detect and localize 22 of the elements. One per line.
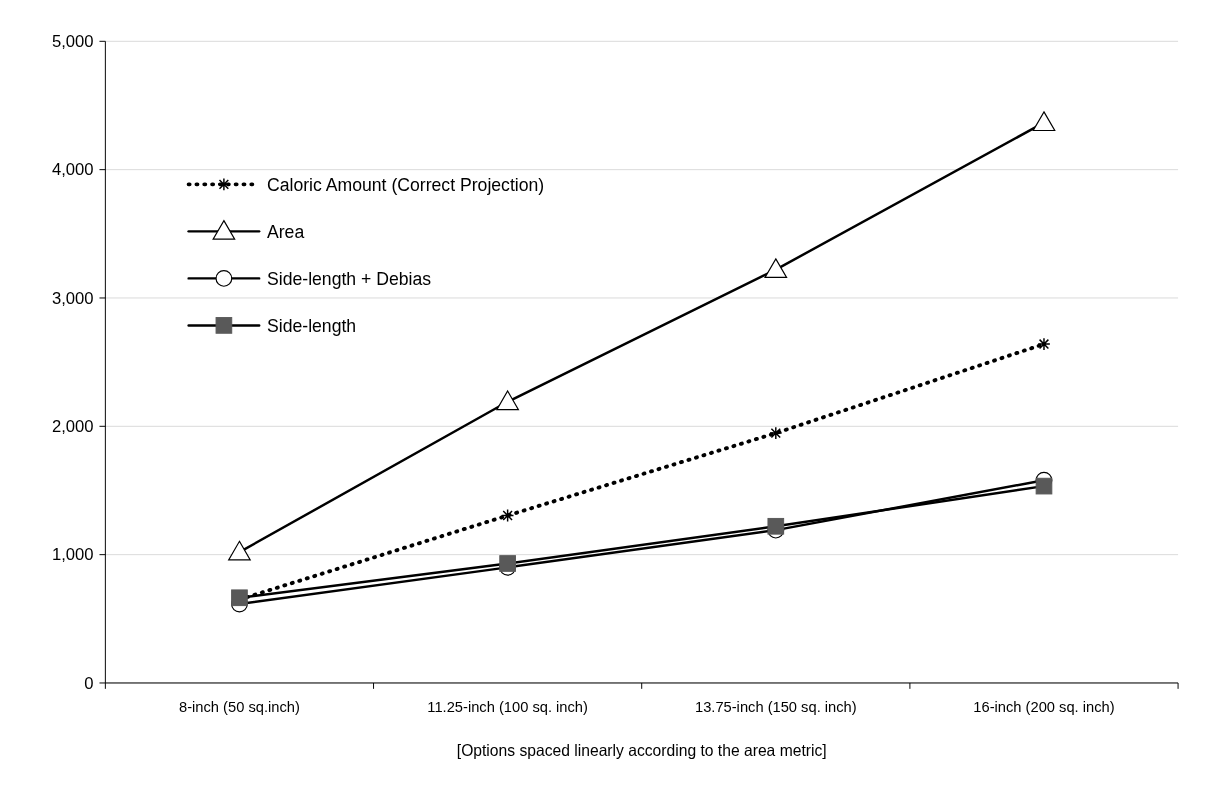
y-tick-label: 5,000	[51, 32, 94, 52]
legend-label: Caloric Amount (Correct Projection)	[267, 174, 545, 195]
x-tick-label: 16-inch (200 sq. inch)	[973, 699, 1115, 716]
point	[1037, 337, 1051, 351]
legend-label: Area	[267, 221, 305, 242]
point	[764, 258, 788, 279]
point	[496, 390, 519, 411]
point	[228, 540, 251, 561]
y-tick-label: 2,000	[51, 417, 94, 437]
x-tick-label: 13.75-inch (150 sq. inch)	[694, 699, 857, 716]
legend-label: Side-length	[267, 315, 357, 336]
legend-label: Side-length + Debias	[267, 268, 432, 289]
x-tick-label: 11.25-inch (100 sq. inch)	[427, 699, 588, 716]
x-tick-label: 8-inch (50 sq.inch)	[179, 699, 300, 716]
y-tick-label: 4,000	[51, 160, 94, 180]
x-axis-title: [Options spaced linearly according to the area metric]	[456, 742, 827, 760]
point	[769, 426, 783, 440]
point	[1032, 111, 1056, 132]
y-tick-label: 1,000	[51, 545, 94, 565]
y-tick-label: 0	[84, 673, 94, 693]
point	[501, 508, 515, 523]
y-tick-label: 3,000	[51, 288, 94, 308]
